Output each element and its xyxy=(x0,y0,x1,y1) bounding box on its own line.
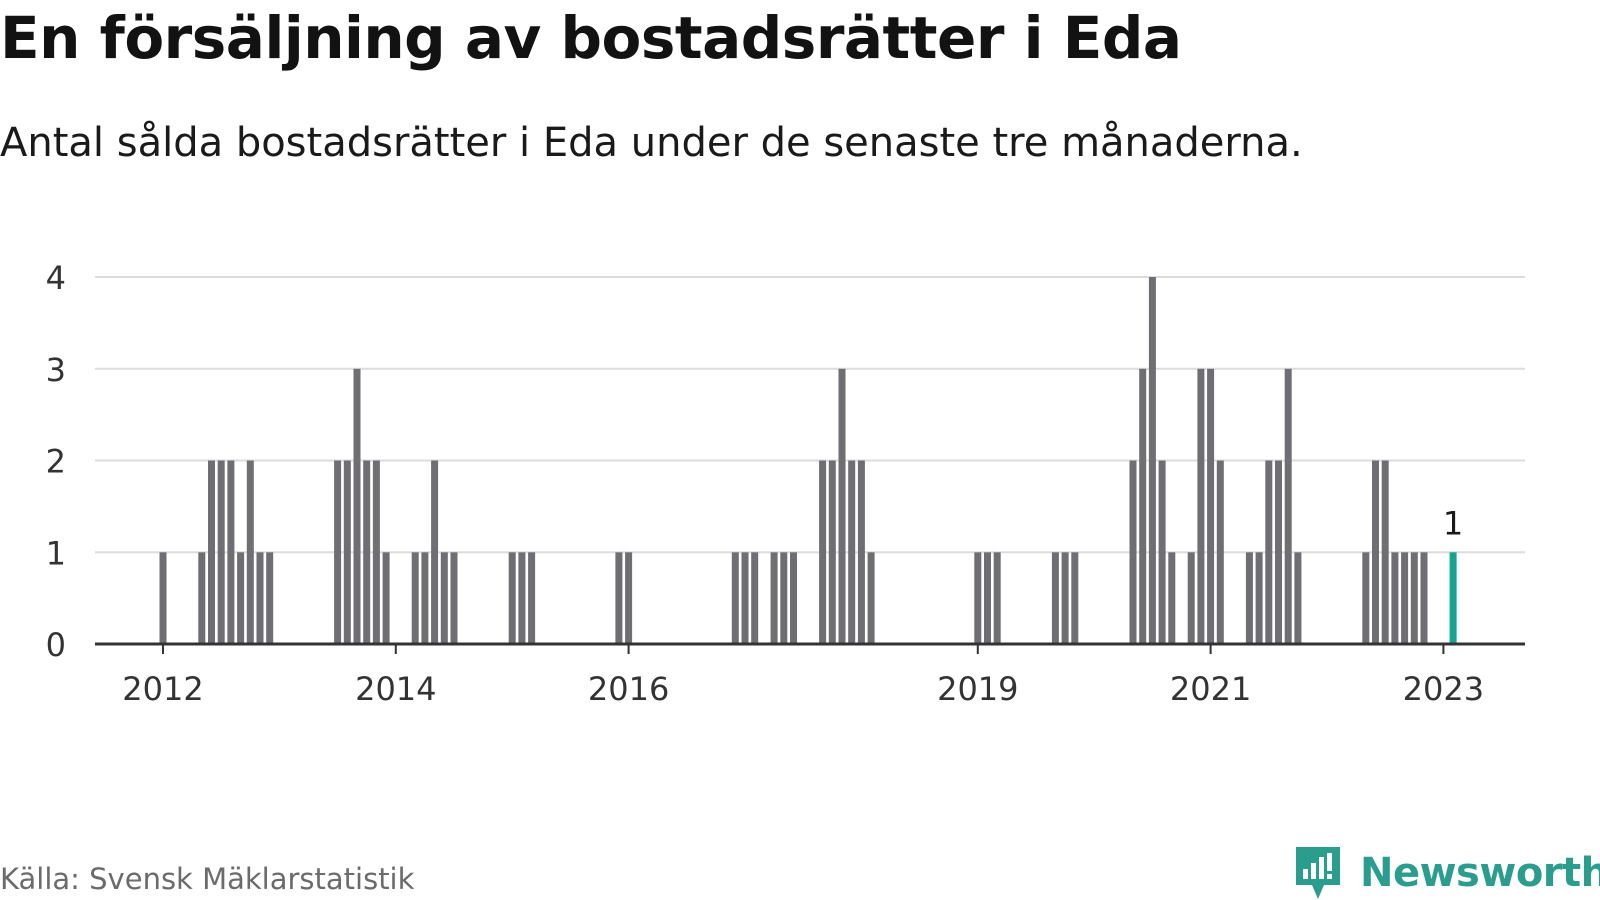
y-tick-label: 4 xyxy=(46,259,66,297)
bar xyxy=(363,460,371,644)
x-tick-label: 2012 xyxy=(122,670,203,708)
bar xyxy=(1216,460,1224,644)
bar xyxy=(1410,552,1418,645)
bar xyxy=(382,552,390,645)
bar-highlight xyxy=(1449,552,1457,645)
bar xyxy=(450,552,458,645)
bar xyxy=(1372,460,1379,644)
bar xyxy=(819,460,827,644)
bar xyxy=(1061,552,1069,645)
y-tick-label: 0 xyxy=(46,626,66,664)
bar xyxy=(867,552,875,645)
bar xyxy=(421,552,429,645)
bar xyxy=(411,552,419,645)
bar xyxy=(1255,552,1263,645)
newsworthy-logo-icon xyxy=(1296,847,1340,899)
bar xyxy=(1139,368,1147,645)
y-tick-label: 3 xyxy=(46,351,66,389)
bar xyxy=(266,552,274,645)
bar xyxy=(353,368,361,645)
bars: 1 xyxy=(159,277,1463,645)
bar xyxy=(159,552,167,645)
y-tick-label: 2 xyxy=(46,443,66,481)
bar xyxy=(343,460,351,644)
bar xyxy=(1168,552,1176,645)
chart-subtitle: Antal sålda bostadsrätter i Eda under de… xyxy=(0,120,1303,166)
bar xyxy=(237,552,245,645)
bar xyxy=(1187,552,1195,645)
bar xyxy=(1148,277,1156,644)
x-tick-label: 2023 xyxy=(1403,670,1484,708)
bar xyxy=(615,552,623,645)
bar xyxy=(1197,368,1205,645)
y-tick-label: 1 xyxy=(46,534,66,572)
bar xyxy=(208,460,215,644)
bar xyxy=(1265,460,1273,644)
brand-logo-block: Newsworthy xyxy=(1294,845,1600,900)
bar xyxy=(741,552,749,645)
bar xyxy=(518,552,526,645)
chart-title: En försäljning av bostadsrätter i Eda xyxy=(0,4,1182,72)
bar xyxy=(828,460,836,644)
bar xyxy=(1401,552,1409,645)
bar xyxy=(431,460,439,644)
bar xyxy=(984,552,991,645)
bar-data-label: 1 xyxy=(1443,504,1463,542)
bar xyxy=(857,460,865,644)
bar xyxy=(440,552,448,645)
bar xyxy=(790,552,797,645)
bar xyxy=(731,552,739,645)
bar xyxy=(780,552,788,645)
bar xyxy=(528,552,536,645)
bar xyxy=(334,460,342,644)
bar xyxy=(227,460,235,644)
x-tick-label: 2016 xyxy=(588,670,669,708)
bar xyxy=(1284,368,1292,645)
bar xyxy=(1051,552,1059,645)
bar xyxy=(1381,460,1389,644)
source-note: Källa: Svensk Mäklarstatistik xyxy=(0,862,415,896)
bar xyxy=(1129,460,1137,644)
bar xyxy=(1245,552,1253,645)
brand-name: Newsworthy xyxy=(1360,850,1600,896)
bar xyxy=(1207,368,1215,645)
bar xyxy=(838,368,846,645)
x-tick-label: 2014 xyxy=(355,670,436,708)
bar xyxy=(974,552,982,645)
bar xyxy=(256,552,264,645)
bar xyxy=(1158,460,1166,644)
bar xyxy=(848,460,856,644)
bar xyxy=(372,460,380,644)
x-tick-label: 2021 xyxy=(1170,670,1251,708)
grid-lines xyxy=(95,276,1525,554)
bar xyxy=(1362,552,1370,645)
axes: 0 1 2 3 4 2012 2014 2016 2019 2021 2023 xyxy=(46,259,1525,708)
bar xyxy=(508,552,516,645)
bar xyxy=(246,460,254,644)
bar xyxy=(1071,552,1079,645)
bar xyxy=(1391,552,1399,645)
bar xyxy=(198,552,206,645)
bar xyxy=(751,552,759,645)
bar xyxy=(625,552,633,645)
bar xyxy=(1420,552,1428,645)
bar xyxy=(993,552,1001,645)
bar xyxy=(1294,552,1302,645)
bar xyxy=(1275,460,1282,644)
bar xyxy=(770,552,778,645)
bar xyxy=(217,460,225,644)
x-tick-label: 2019 xyxy=(937,670,1018,708)
